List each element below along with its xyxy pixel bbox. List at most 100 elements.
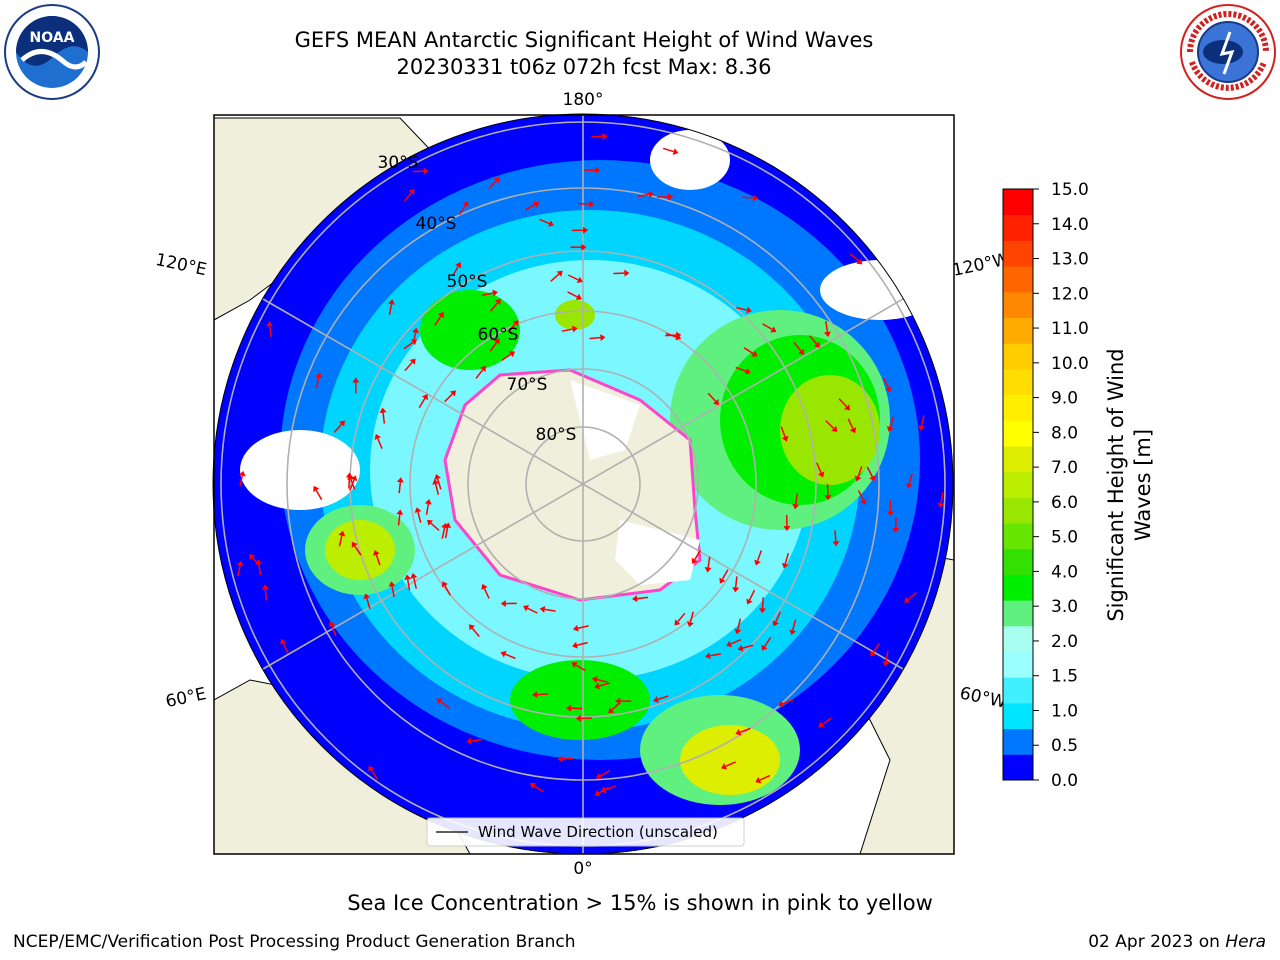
wind-arrow [562,757,574,760]
wind-arrow-head [374,433,382,440]
wind-arrow [504,653,516,660]
wind-arrow-head [539,605,546,613]
wave-height-field [213,114,953,854]
wind-arrow [333,423,343,433]
svg-text:NOAA: NOAA [30,30,75,46]
wind-arrow [709,653,721,657]
wind-arrow-head [379,407,387,414]
wind-arrow-head [781,562,789,569]
wind-arrow-head [705,652,711,660]
wind-arrow [366,598,371,610]
wind-arrow-head [436,698,443,705]
wind-arrow-head [581,243,587,251]
wind-arrow [872,643,880,653]
wind-arrow [694,549,702,561]
colorbar-tick-label: 10.0 [1051,354,1089,374]
wind-arrow [885,650,889,662]
wind-arrow [444,585,451,596]
wind-arrow-head [396,509,404,515]
wind-arrow [436,478,442,490]
wind-arrow [550,273,560,282]
wind-arrow [599,769,611,777]
wind-arrow-head [557,755,563,763]
wind-arrow-head [548,220,555,227]
wind-arrow [775,611,782,623]
colorbar-tick-label: 7.0 [1051,458,1078,478]
wind-arrow-head [512,320,519,327]
chart-title: GEFS MEAN Antarctic Significant Height o… [294,28,874,52]
colorbar-tick-label: 15.0 [1051,180,1089,200]
wind-arrow-head [373,549,380,556]
wind-arrow-head [423,167,429,175]
wind-arrow-head [315,372,323,379]
wind-arrow-head [434,474,441,480]
colorbar-tick-label: 0.5 [1051,736,1078,756]
lon-label-60e: 60°E [164,684,208,712]
wind-arrow-head [583,226,589,234]
colorbar-tick-label: 8.0 [1051,423,1078,443]
wind-arrow [567,291,578,298]
wind-arrow [596,678,608,683]
wind-arrow [404,361,413,372]
wind-arrow-head [781,435,789,442]
wind-arrow [725,761,736,767]
wind-arrow-head [576,276,583,284]
wind-arrow [338,535,343,547]
wind-arrow [637,193,649,198]
wind-wave-arrows [236,132,945,797]
wind-arrow-head [449,390,456,397]
wind-arrow-head [770,326,777,333]
wind-arrow-head [818,721,825,728]
wind-arrow-head [408,188,415,196]
wind-arrow-head [759,608,767,614]
wind-arrow [377,438,383,449]
wind-arrow [412,170,424,173]
wind-arrow [577,625,589,629]
wind-arrow-head [602,132,608,140]
colorbar-tick-label: 5.0 [1051,528,1078,548]
wind-arrow [605,785,616,791]
wind-arrow-head [493,177,500,184]
wind-arrow-head [849,427,857,434]
wind-arrow [743,347,754,355]
legend-label: Wind Wave Direction (unscaled) [478,823,718,841]
wind-arrow-head [813,341,820,348]
wind-arrow [417,511,422,523]
wind-arrow-head [571,661,578,669]
wind-arrow [237,565,241,577]
wind-arrow-head [328,621,336,627]
wind-arrow [441,527,446,539]
colorbar-swatch [1003,625,1033,653]
wind-arrow-head [691,557,698,564]
colorbar-tick-label: 1.0 [1051,701,1078,721]
wind-arrow-head [734,628,742,635]
wind-arrow-head [792,503,800,510]
wind-arrow-head [266,321,274,327]
wind-arrow-head [892,527,900,534]
wind-arrow-head [798,348,805,355]
colorbar-swatch [1003,420,1033,447]
wind-arrow [737,618,742,630]
wind-arrow [689,611,694,623]
wind-arrow-head [444,522,452,529]
colorbar-tick-label: 1.5 [1051,667,1078,687]
wind-arrow [748,589,756,601]
wind-arrow-head [493,338,500,345]
wind-arrow [418,397,426,409]
wind-arrow [537,693,549,696]
colorbar-tick-label: 4.0 [1051,562,1078,582]
wind-arrow [857,466,863,478]
wind-arrow-head [424,498,432,505]
colorbar-swatch [1003,600,1033,627]
wind-arrow-head [492,289,498,297]
wind-arrow [527,607,538,614]
wind-arrow [782,699,794,705]
wind-arrow-head [783,526,791,532]
wind-arrow [791,619,797,631]
colorbar-swatch [1003,266,1033,293]
wind-arrow-head [918,425,925,431]
wind-arrow [784,552,790,564]
wind-arrow-head [523,605,530,612]
colorbar-tick-label: 11.0 [1051,319,1089,339]
wind-arrow-head [572,641,578,649]
